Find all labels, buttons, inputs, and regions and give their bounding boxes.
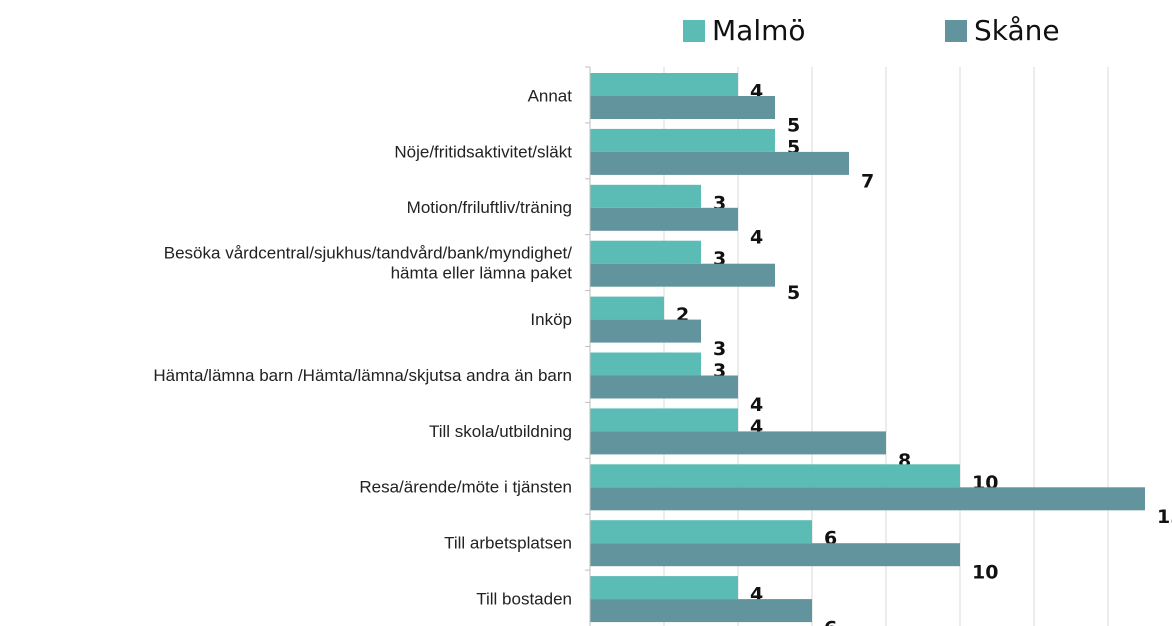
value-label: 3 (713, 338, 726, 360)
bar (590, 319, 701, 343)
bar (590, 431, 886, 455)
category-label: Hämta/lämna barn /Hämta/lämna/skjutsa an… (153, 366, 572, 385)
value-label: 5 (787, 282, 800, 304)
bar (590, 543, 960, 567)
bar (590, 464, 960, 488)
legend-swatch (683, 20, 705, 42)
bar (590, 96, 775, 119)
value-label: 4 (750, 394, 763, 416)
legend-label: Malmö (712, 14, 806, 47)
value-label: 5 (787, 115, 800, 137)
value-label: 6 (824, 618, 837, 626)
bar (590, 296, 664, 320)
bar (590, 487, 1145, 511)
bar (590, 263, 775, 287)
category-label: Till skola/utbildning (429, 422, 572, 441)
legend-label: Skåne (974, 14, 1060, 47)
bar (590, 352, 701, 376)
bar (590, 599, 812, 623)
category-label: Nöje/fritidsaktivitet/släkt (394, 142, 572, 161)
category-label: Besöka vårdcentral/sjukhus/tandvård/bank… (164, 244, 573, 283)
bar (590, 408, 738, 432)
bar (590, 73, 738, 96)
bar (590, 151, 849, 175)
category-label: Resa/ärende/möte i tjänsten (359, 478, 572, 497)
bar (590, 184, 701, 208)
category-label: Motion/friluftliv/träning (407, 198, 572, 217)
category-label: Annat (528, 86, 573, 105)
value-label: 4 (750, 226, 763, 248)
category-label: Till bostaden (476, 590, 572, 609)
value-label: 10 (972, 562, 998, 584)
legend-swatch (945, 20, 967, 42)
bar (590, 520, 812, 544)
bar (590, 576, 738, 600)
value-label: 15 (1157, 506, 1172, 528)
bar (590, 375, 738, 399)
bar (590, 240, 701, 264)
category-label: Till arbetsplatsen (444, 534, 572, 553)
bar (590, 207, 738, 231)
bar (590, 128, 775, 152)
category-label: Inköp (530, 310, 572, 329)
value-label: 7 (861, 170, 874, 192)
